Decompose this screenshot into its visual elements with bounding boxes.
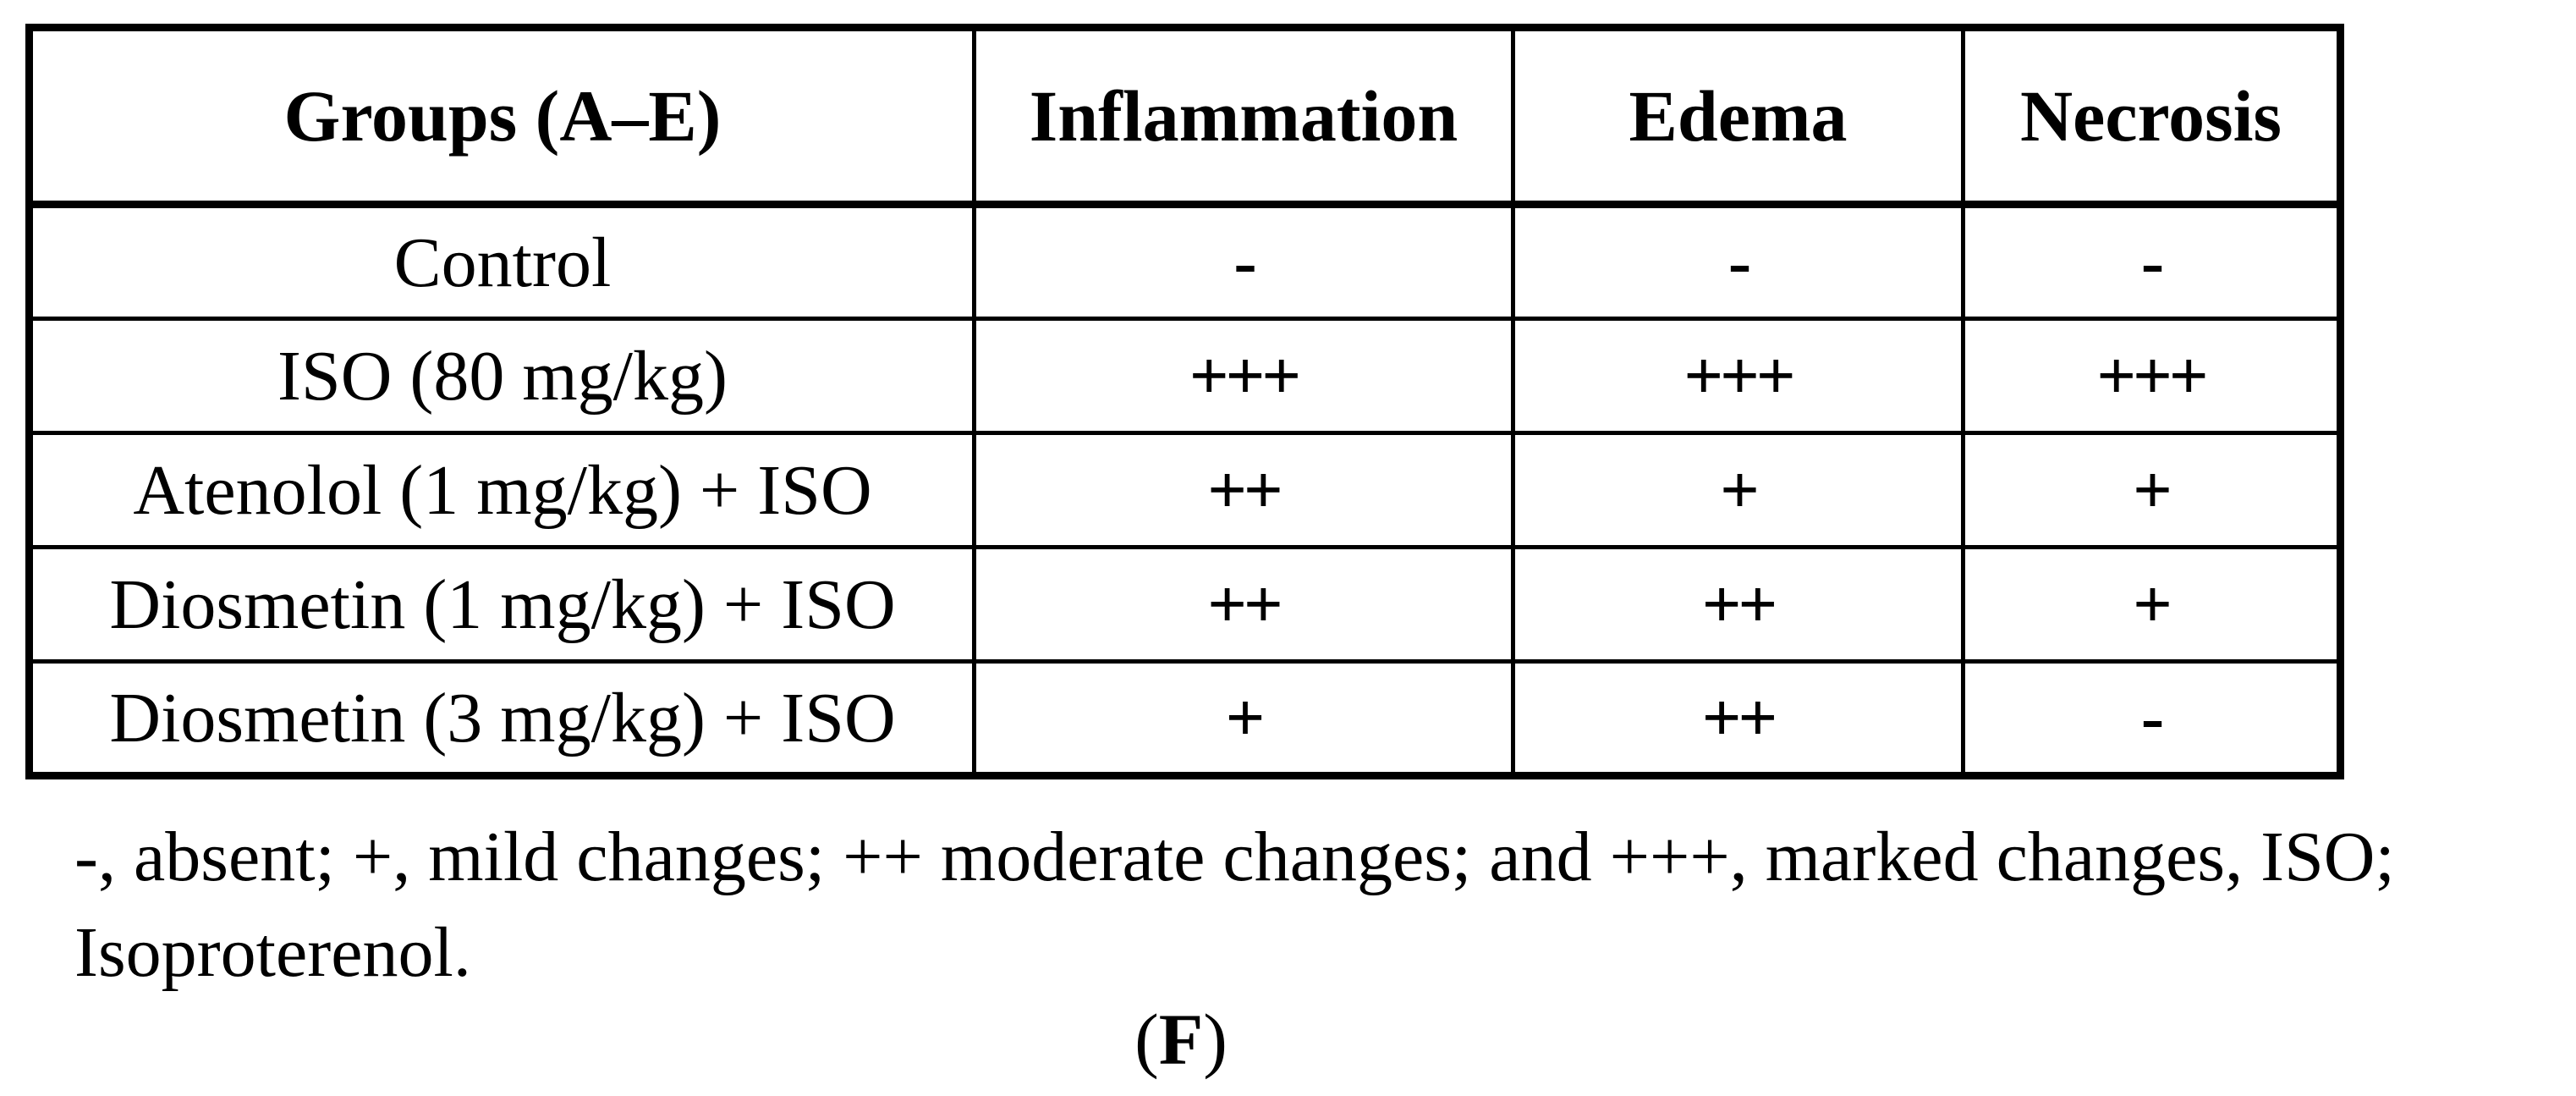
table-header-row: Groups (A–E) Inflammation Edema Necrosis: [27, 25, 2343, 208]
necrosis-cell: +: [1961, 545, 2343, 664]
footnote-line-2: Isoproterenol.: [74, 913, 471, 992]
header-cell-groups: Groups (A–E): [27, 25, 976, 208]
header-cell-edema: Edema: [1511, 25, 1965, 208]
necrosis-cell: -: [1961, 202, 2343, 321]
panel-label-open-paren: (: [1134, 999, 1159, 1080]
edema-cell: -: [1511, 202, 1965, 321]
edema-cell: +++: [1511, 317, 1965, 435]
panel-label-close-paren: ): [1203, 999, 1228, 1080]
group-name-cell: Atenolol (1 mg/kg) + ISO: [27, 431, 976, 549]
table-footnote: -, absent; +, mild changes; ++ moderate …: [74, 809, 2570, 1000]
inflammation-cell: -: [972, 202, 1515, 321]
footnote-line-1: -, absent; +, mild changes; ++ moderate …: [74, 818, 2395, 896]
inflammation-cell: +++: [972, 317, 1515, 435]
histopathology-score-table: Groups (A–E) Inflammation Edema Necrosis…: [25, 24, 2344, 779]
table-row-control: Control - - -: [27, 202, 2343, 321]
necrosis-cell: +++: [1961, 317, 2343, 435]
edema-cell: ++: [1511, 659, 1965, 778]
table-row-iso: ISO (80 mg/kg) +++ +++ +++: [27, 317, 2343, 435]
necrosis-cell: +: [1961, 431, 2343, 549]
header-cell-necrosis: Necrosis: [1961, 25, 2343, 208]
inflammation-cell: ++: [972, 431, 1515, 549]
group-name-cell: Diosmetin (3 mg/kg) + ISO: [27, 659, 976, 778]
panel-label-letter: F: [1158, 999, 1204, 1080]
panel-label-f: (F): [25, 997, 2337, 1082]
edema-cell: ++: [1511, 545, 1965, 664]
edema-cell: +: [1511, 431, 1965, 549]
necrosis-cell: -: [1961, 659, 2343, 778]
header-cell-inflammation: Inflammation: [972, 25, 1515, 208]
table-row-diosmetin-1: Diosmetin (1 mg/kg) + ISO ++ ++ +: [27, 545, 2343, 664]
group-name-cell: Control: [27, 202, 976, 321]
group-name-cell: ISO (80 mg/kg): [27, 317, 976, 435]
table-row-atenolol: Atenolol (1 mg/kg) + ISO ++ + +: [27, 431, 2343, 549]
inflammation-cell: +: [972, 659, 1515, 778]
table-row-diosmetin-3: Diosmetin (3 mg/kg) + ISO + ++ -: [27, 659, 2343, 778]
group-name-cell: Diosmetin (1 mg/kg) + ISO: [27, 545, 976, 664]
inflammation-cell: ++: [972, 545, 1515, 664]
